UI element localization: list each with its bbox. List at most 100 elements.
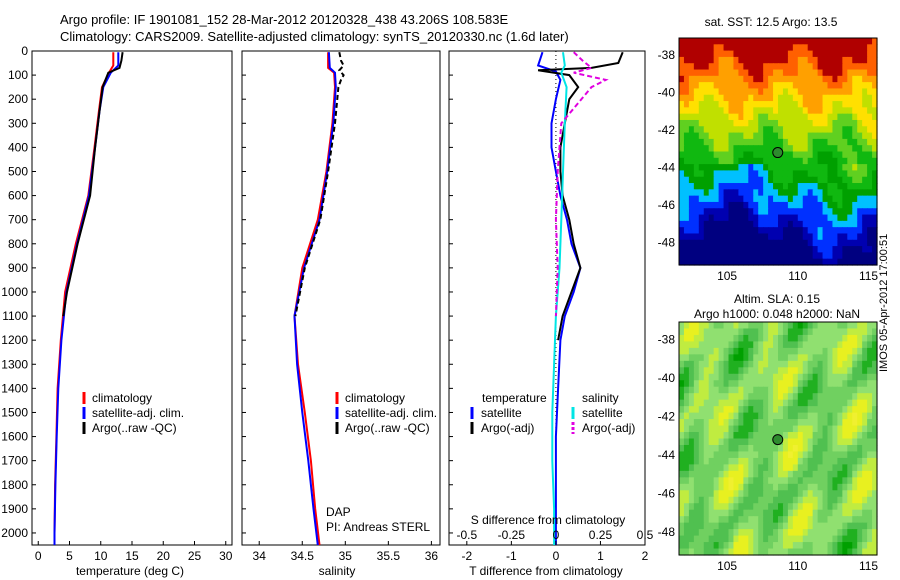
map-cell (837, 509, 843, 517)
map-cell (812, 535, 819, 543)
map-cell (852, 56, 858, 64)
map-cell (753, 75, 759, 83)
map-cell (837, 69, 843, 77)
map-cell (728, 360, 735, 368)
map-cell (822, 386, 829, 394)
map-cell (758, 145, 764, 153)
map-cell (822, 44, 829, 52)
map-cell (688, 227, 695, 235)
map-cell (872, 233, 878, 241)
map-cell (827, 151, 834, 159)
map-cell (728, 470, 735, 478)
map-cell (778, 393, 784, 401)
map-cell (683, 406, 690, 414)
map-cell (758, 477, 764, 485)
map-cell (718, 239, 725, 247)
map-cell (822, 233, 829, 241)
map-cell (683, 189, 690, 197)
map-cell (713, 406, 720, 414)
map-cell (698, 334, 705, 343)
map-cell (842, 542, 848, 550)
map-cell (698, 101, 705, 108)
map-cell (753, 227, 759, 235)
map-cell (768, 258, 774, 266)
map-cell (738, 406, 744, 414)
map-cell (679, 82, 685, 90)
map-cell (773, 464, 779, 472)
map-cell (812, 354, 819, 362)
map-cell (817, 464, 824, 472)
map-cell (802, 548, 809, 556)
map-cell (743, 258, 749, 266)
map-cell (812, 258, 819, 266)
map-cell (872, 328, 878, 336)
map-cell (872, 38, 878, 45)
map-cell (862, 214, 868, 222)
map-cell (837, 360, 843, 368)
x-tick-label: 20 (157, 549, 171, 563)
map-cell (773, 542, 779, 550)
map-cell (817, 328, 824, 336)
map-cell (728, 183, 735, 190)
map-cell (782, 354, 789, 362)
map-cell (797, 328, 804, 336)
map-cell (872, 386, 878, 394)
map-cell (852, 101, 858, 108)
map-cell (773, 451, 779, 459)
map-cell (723, 354, 730, 362)
map-cell (718, 347, 725, 355)
map-cell (688, 444, 695, 453)
map-cell (768, 354, 774, 362)
map-cell (733, 490, 739, 498)
map-cell (733, 126, 739, 134)
map-cell (862, 38, 868, 45)
map-cell (688, 201, 695, 209)
map-cell (827, 432, 834, 440)
map-cell (728, 432, 735, 440)
map-cell (802, 94, 809, 102)
map-cell (718, 509, 725, 517)
map-cell (872, 367, 878, 375)
map-cell (867, 399, 873, 407)
map-cell (827, 406, 834, 414)
map-cell (773, 82, 779, 90)
map-cell (847, 322, 853, 330)
map-cell (792, 94, 799, 102)
map-cell (733, 406, 739, 414)
map-cell (842, 438, 848, 446)
map-cell (773, 347, 779, 355)
map-cell (837, 176, 843, 184)
map-cell (738, 220, 744, 228)
map-cell (827, 334, 834, 343)
map-cell (688, 373, 695, 381)
map-cell (867, 425, 873, 433)
map-cell (679, 189, 685, 197)
map-cell (733, 529, 739, 537)
map-cell (802, 490, 809, 498)
map-cell (778, 201, 784, 209)
map-cell (872, 183, 878, 190)
map-cell (728, 227, 735, 235)
map-cell (797, 113, 804, 121)
map-cell (753, 164, 759, 172)
map-cell (693, 88, 700, 96)
map-cell (797, 239, 804, 247)
map-cell (753, 334, 759, 343)
map-cell (733, 483, 739, 491)
map-cell (792, 252, 799, 260)
map-cell (807, 451, 814, 459)
map-cell (812, 246, 819, 253)
map-cell (817, 107, 824, 115)
map-cell (832, 464, 838, 472)
map-cell (693, 360, 700, 368)
map-cell (822, 406, 829, 414)
map-cell (688, 334, 695, 343)
map-cell (782, 107, 789, 115)
map-cell (773, 113, 779, 121)
map-cell (822, 432, 829, 440)
map-cell (698, 107, 705, 115)
map-cell (698, 529, 705, 537)
map-cell (768, 176, 774, 184)
map-cell (852, 367, 858, 375)
map-cell (812, 132, 819, 140)
